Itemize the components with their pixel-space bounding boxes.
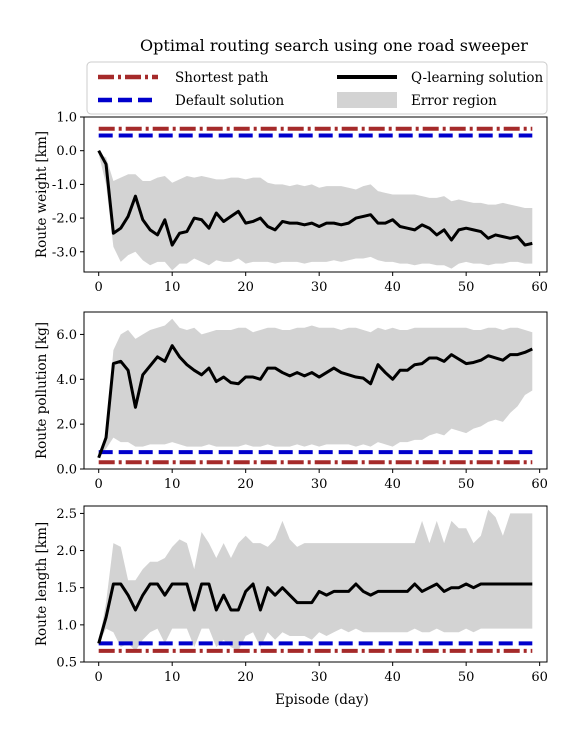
y-tick-label: -3.0 [52,245,77,260]
chart-title: Optimal routing search using one road sw… [140,36,528,55]
y-tick-label: 1.5 [56,581,77,596]
x-tick-label: 30 [311,280,328,295]
legend-frame [86,61,548,115]
legend-label-default-solution: Default solution [175,93,285,109]
x-tick-label: 60 [531,280,548,295]
panel-route-pollution: 0 10 20 30 40 50 60 0.0 2.0 4.0 6.0 Route pollution… [34,311,548,492]
error-region-band [98,154,533,271]
y-tick-label: 0.0 [56,463,77,478]
x-tick-label: 50 [458,280,475,295]
x-tick-label: 20 [237,670,254,685]
y-tick-label: 6.0 [56,328,77,343]
q-learning-series-line [97,344,533,459]
x-axis-label: Episode (day) [275,692,369,708]
legend: Shortest path Q-learning solution Defaul… [86,61,548,115]
plot-frame [83,505,548,663]
y-tick-label: 1.0 [56,618,77,633]
error-region-band [98,509,533,651]
legend-swatch-error-region [337,92,397,108]
panel-route-length: 0 10 20 30 40 50 60 0.5 1.0 1.5 2.0 2.5 Route length… [34,505,548,685]
x-tick-label: 0 [95,280,103,295]
x-tick-label: 30 [311,477,328,492]
q-learning-series-line [97,582,533,644]
y-axis-label-route-pollution: Route pollution [kg] [34,322,50,459]
x-tick-label: 50 [458,670,475,685]
x-tick-label: 60 [531,477,548,492]
x-tick-label: 60 [531,670,548,685]
x-tick-label: 40 [384,280,401,295]
y-tick-label: -2.0 [52,212,77,227]
legend-label-error-region: Error region [411,93,497,109]
x-tick-label: 40 [384,477,401,492]
x-tick-label: 50 [458,477,475,492]
y-tick-label: 2.0 [56,544,77,559]
x-tick-label: 20 [237,280,254,295]
y-axis-label-route-weight: Route weight [km] [34,131,50,258]
plot-frame [83,116,548,273]
x-tick-label: 0 [95,670,103,685]
y-tick-label: 2.0 [56,418,77,433]
x-tick-label: 20 [237,477,254,492]
y-tick-label: -1.0 [52,178,77,193]
y-tick-label: 2.5 [56,507,77,522]
legend-label-q-learning: Q-learning solution [411,70,544,86]
x-tick-label: 30 [311,670,328,685]
y-axis-label-route-length: Route length [km] [34,522,50,646]
y-tick-label: 1.0 [56,111,77,126]
plot-frame [83,311,548,470]
y-tick-label: 0.0 [56,144,77,159]
x-tick-label: 10 [164,280,181,295]
x-tick-label: 10 [164,670,181,685]
error-region-band [98,318,533,458]
legend-label-shortest-path: Shortest path [175,70,269,86]
q-learning-series-line [97,149,533,247]
y-tick-label: 4.0 [56,373,77,388]
y-tick-label: 0.5 [56,656,77,671]
x-tick-label: 0 [95,477,103,492]
x-tick-label: 40 [384,670,401,685]
x-tick-label: 10 [164,477,181,492]
